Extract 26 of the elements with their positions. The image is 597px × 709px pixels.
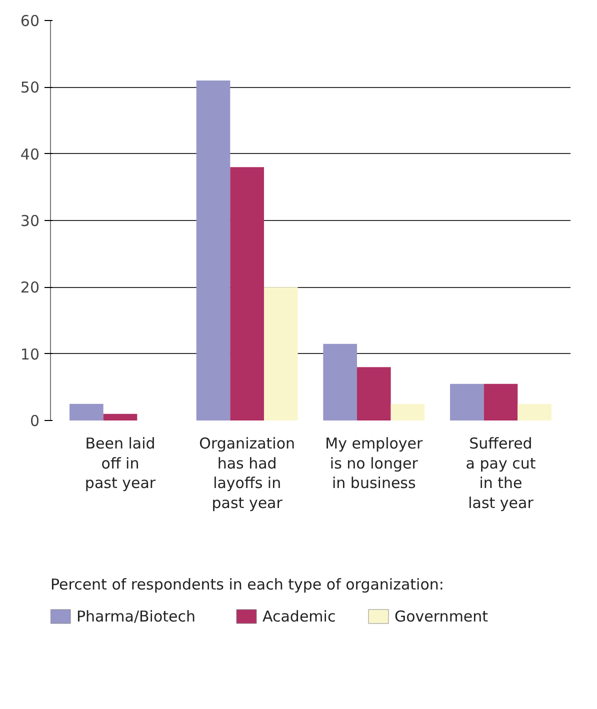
bar <box>323 344 358 420</box>
bar <box>70 404 104 420</box>
legend-title: Percent of respondents in each type of organization: <box>50 576 444 594</box>
bar <box>518 404 552 420</box>
y-tick-label: 30 <box>20 212 40 230</box>
y-tick-label: 40 <box>20 145 40 164</box>
legend-label: Academic <box>262 608 336 626</box>
x-tick-label: My employer is no longer in business <box>325 434 424 492</box>
y-tick-label: 10 <box>20 345 40 364</box>
y-tick-label: 60 <box>20 12 40 30</box>
bar <box>264 287 298 420</box>
y-tick-label: 0 <box>30 412 40 430</box>
y-tick-label: 20 <box>20 278 40 297</box>
bar <box>230 167 264 420</box>
bar <box>390 404 425 420</box>
legend-label: Pharma/Biotech <box>76 608 196 626</box>
bar <box>103 414 138 420</box>
x-tick-label: Suffered a pay cut in the last year <box>466 434 536 512</box>
bar <box>450 384 484 420</box>
x-tick-label: Organization has had layoffs in past year <box>199 434 296 512</box>
legend-label: Government <box>394 608 488 626</box>
x-tick-label: Been laid off in past year <box>84 434 156 492</box>
bar <box>357 367 391 420</box>
bar <box>196 80 230 420</box>
y-tick-label: 50 <box>20 78 40 97</box>
bar <box>484 384 518 420</box>
